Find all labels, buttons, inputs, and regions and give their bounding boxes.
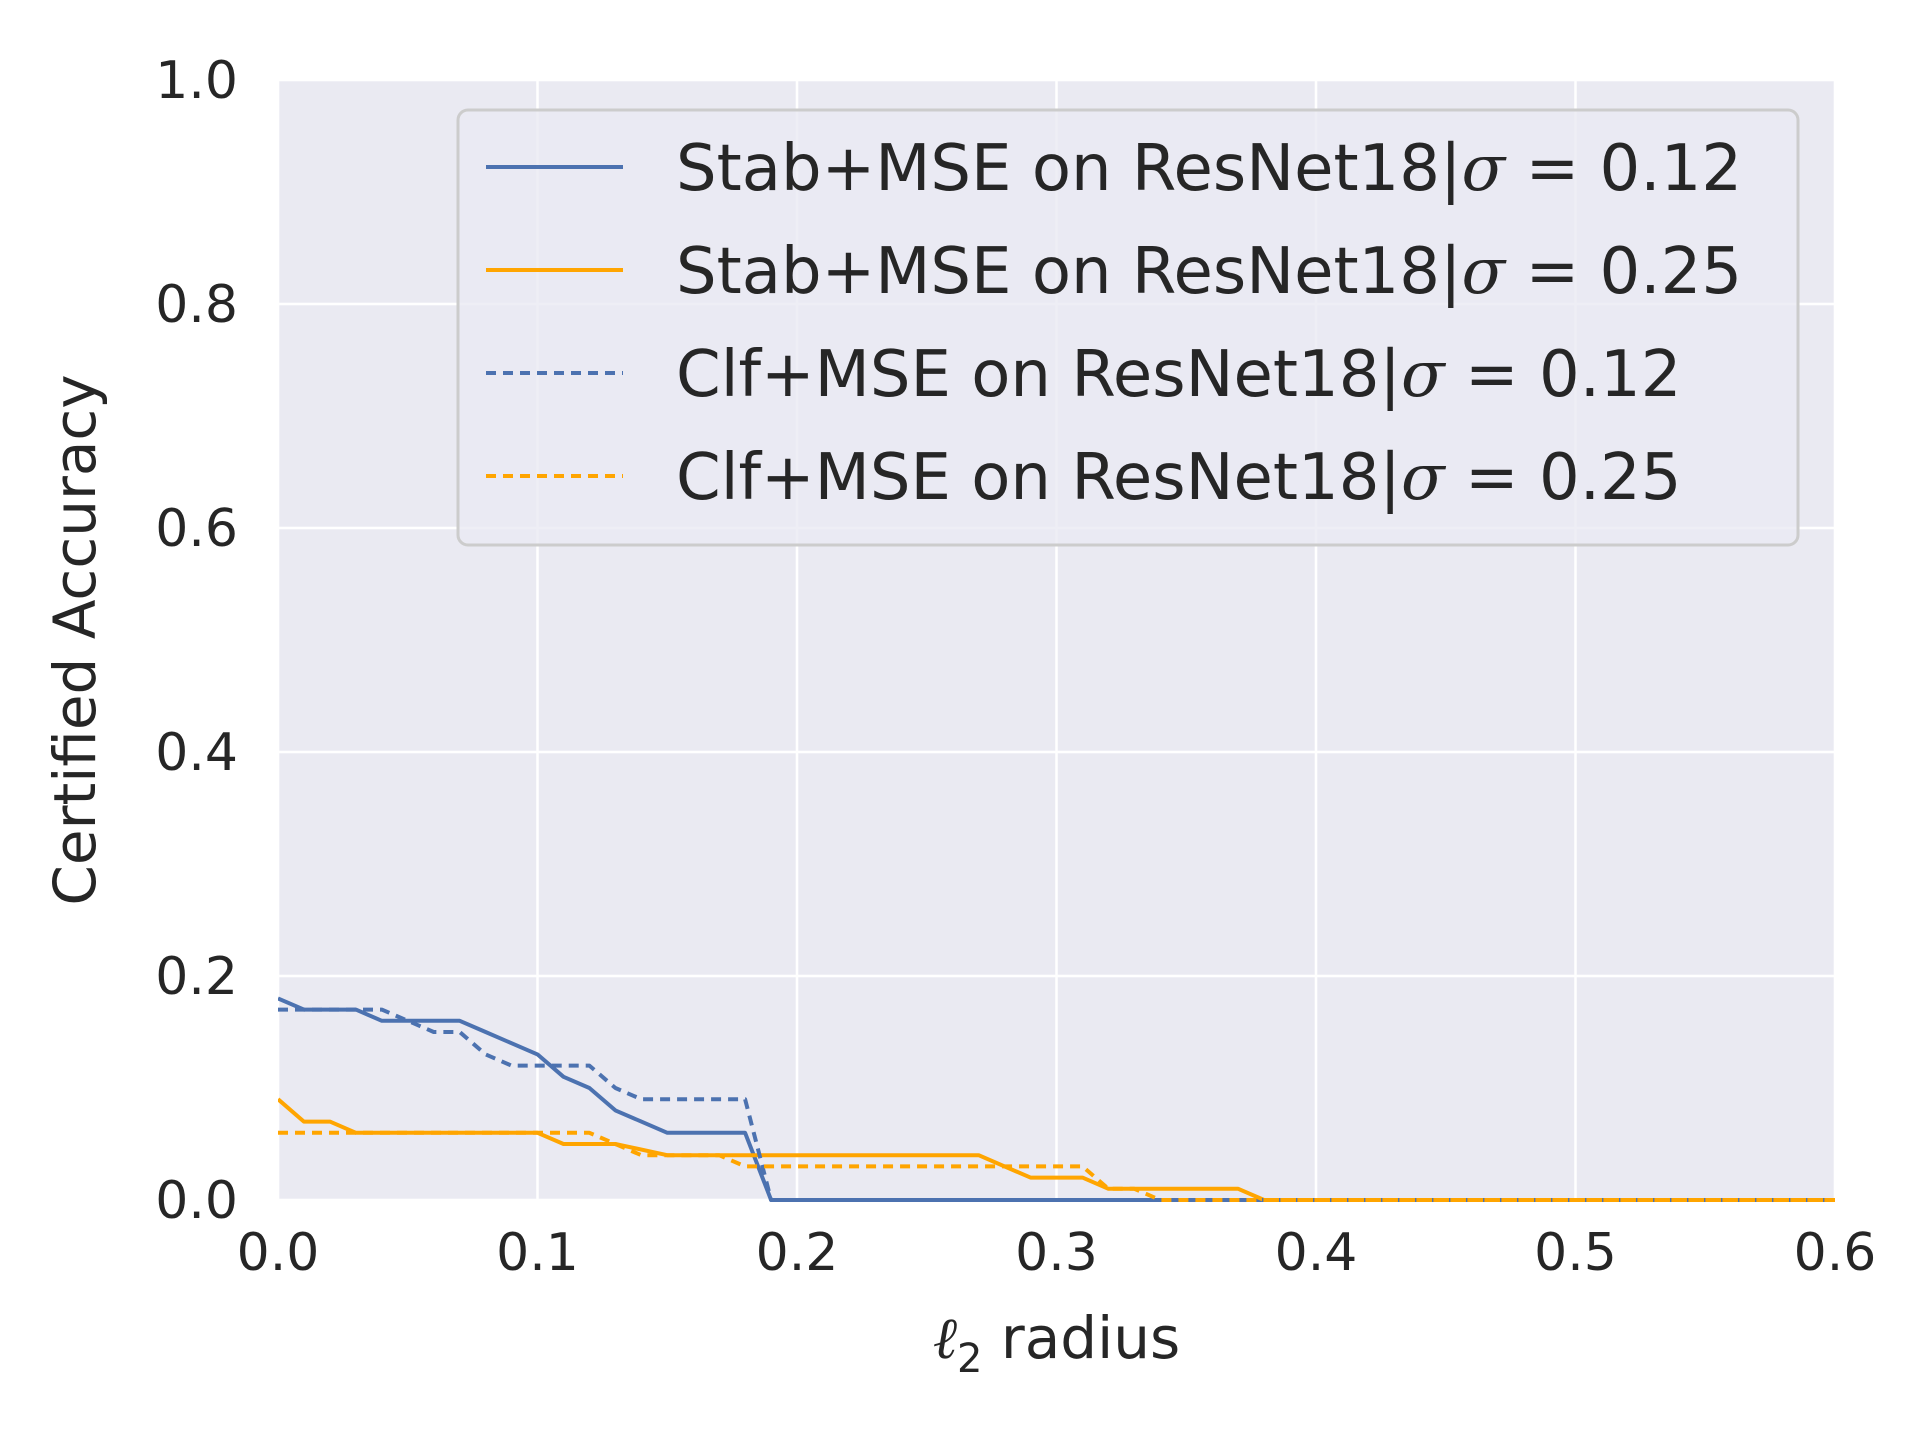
legend-entry-1: Stab+MSE on ResNet18|σ = 0.25 <box>486 235 1742 309</box>
series-line-1 <box>278 1097 1835 1202</box>
y-axis-label: Certified Accuracy <box>41 374 109 905</box>
legend-entries: Stab+MSE on ResNet18|σ = 0.12 Stab+MSE on… <box>486 132 1742 515</box>
y-tick-label-0: 0.0 <box>155 1171 238 1231</box>
series-line-0 <box>278 996 1835 1202</box>
legend-entry-0: Stab+MSE on ResNet18|σ = 0.12 <box>486 132 1742 206</box>
x-tick-label-5: 0.5 <box>1534 1223 1617 1283</box>
x-axis-label-text: radius <box>982 1304 1180 1372</box>
y-tick-labels: 0.0 0.2 0.4 0.6 0.8 1.0 <box>155 51 238 1231</box>
x-tick-label-3: 0.3 <box>1015 1223 1098 1283</box>
x-axis-label-symbol: ℓ <box>933 1304 957 1372</box>
x-tick-label-4: 0.4 <box>1275 1223 1358 1283</box>
x-axis-label: ℓ2 radius <box>933 1304 1180 1382</box>
y-tick-label-4: 0.8 <box>155 275 238 335</box>
y-tick-label-1: 0.2 <box>155 947 238 1007</box>
series-line-3 <box>278 1130 1835 1202</box>
series-line-2 <box>278 1007 1835 1202</box>
legend-entry-3: Clf+MSE on ResNet18|σ = 0.25 <box>486 441 1681 515</box>
legend-label-0: Stab+MSE on ResNet18|σ = 0.12 <box>676 132 1742 206</box>
y-tick-label-3: 0.6 <box>155 499 238 559</box>
legend-box <box>456 108 1800 547</box>
x-tick-label-1: 0.1 <box>496 1223 579 1283</box>
x-tick-labels: 0.0 0.1 0.2 0.3 0.4 0.5 0.6 <box>237 1223 1877 1283</box>
x-tick-label-0: 0.0 <box>237 1223 320 1283</box>
legend: Stab+MSE on ResNet18|σ = 0.12 Stab+MSE on… <box>456 108 1800 547</box>
legend-label-1: Stab+MSE on ResNet18|σ = 0.25 <box>676 235 1742 309</box>
y-tick-label-2: 0.4 <box>155 723 238 783</box>
y-tick-label-5: 1.0 <box>155 51 238 111</box>
x-tick-label-6: 0.6 <box>1794 1223 1877 1283</box>
legend-label-3: Clf+MSE on ResNet18|σ = 0.25 <box>676 441 1681 515</box>
legend-label-2: Clf+MSE on ResNet18|σ = 0.12 <box>676 338 1681 412</box>
x-tick-label-2: 0.2 <box>756 1223 839 1283</box>
legend-entry-2: Clf+MSE on ResNet18|σ = 0.12 <box>486 338 1681 412</box>
x-axis-label-subscript: 2 <box>957 1336 982 1382</box>
series-layer <box>278 996 1835 1202</box>
